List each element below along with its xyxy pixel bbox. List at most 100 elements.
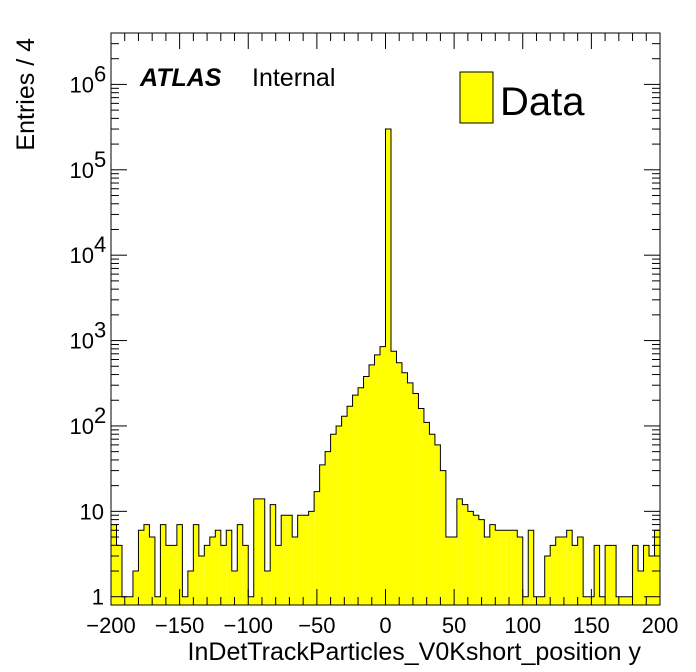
histogram-bar — [215, 530, 221, 605]
histogram-bar — [594, 545, 600, 605]
histogram-bar — [412, 393, 419, 605]
y-tick-exponent: 5 — [94, 147, 106, 172]
histogram-bar — [627, 596, 633, 605]
histogram-bar — [220, 545, 227, 605]
histogram-bar — [621, 596, 628, 605]
histogram-bar — [363, 376, 370, 605]
histogram-bar — [270, 504, 276, 605]
y-tick-exponent: 6 — [94, 61, 106, 86]
histogram-bar — [187, 571, 194, 605]
histogram-bar — [528, 530, 534, 605]
histogram-bar — [423, 422, 430, 605]
histogram-bar — [583, 596, 589, 605]
histogram-bar — [308, 511, 315, 605]
atlas-status-label: Internal — [252, 64, 335, 92]
histogram-bar — [336, 425, 342, 605]
histogram-bar — [231, 571, 238, 605]
histogram-bar — [638, 571, 644, 605]
y-axis-title: Entries / 4 — [12, 38, 40, 151]
histogram-bar — [401, 372, 408, 605]
histogram-bar — [330, 434, 337, 605]
histogram-bar — [319, 464, 326, 605]
x-tick-label: −50 — [298, 613, 335, 638]
legend-label-data: Data — [500, 80, 585, 124]
histogram-bar — [517, 537, 523, 605]
histogram-bar — [511, 530, 518, 605]
histogram-bar — [396, 362, 402, 605]
histogram-bar — [275, 545, 282, 605]
y-tick-label: 10 — [70, 243, 94, 268]
histogram-bar — [259, 498, 265, 605]
histogram-bar — [127, 596, 133, 605]
y-tick-label: 10 — [70, 414, 94, 439]
x-tick-label: −200 — [86, 613, 136, 638]
histogram-bar — [489, 524, 496, 605]
histogram-bar — [418, 408, 424, 605]
histogram-bar — [165, 545, 172, 605]
histogram-bar — [495, 530, 501, 605]
histogram-bar — [297, 515, 304, 605]
histogram-bar — [314, 491, 320, 605]
y-tick-label: 1 — [92, 585, 104, 610]
histogram-bar — [390, 351, 397, 605]
histogram-bar — [303, 515, 309, 605]
histogram-bar — [358, 387, 364, 605]
histogram-bar — [451, 537, 457, 605]
histogram-bar — [369, 364, 375, 605]
histogram-bar — [500, 530, 507, 605]
x-axis-title: InDetTrackParticles_V0Kshort_position y — [188, 638, 642, 666]
histogram-bar — [539, 596, 545, 605]
histogram-bar — [599, 596, 606, 605]
histogram-bar — [566, 530, 573, 605]
histogram-bar — [182, 596, 188, 605]
histogram-bar — [292, 537, 298, 605]
histogram-bar — [198, 555, 205, 605]
histogram-bar — [193, 524, 199, 605]
histogram-bar — [522, 596, 529, 605]
histogram-bar — [154, 596, 161, 605]
histogram-bar — [237, 524, 243, 605]
histogram-bar — [347, 406, 353, 605]
histogram-bar — [253, 498, 260, 605]
histogram-bar — [111, 524, 117, 605]
histogram-bar — [374, 354, 381, 605]
histogram-bar — [434, 444, 441, 605]
histogram-bar — [281, 515, 287, 605]
histogram-bar — [264, 571, 271, 605]
histogram-bar — [605, 545, 611, 605]
histogram-bar — [572, 545, 578, 605]
histogram-bar — [467, 511, 474, 605]
histogram-bar — [352, 395, 359, 605]
histogram-bar — [138, 530, 144, 605]
x-tick-label: −150 — [155, 613, 205, 638]
histogram-bar — [555, 537, 562, 605]
histogram-bar — [226, 530, 232, 605]
histogram-bar — [462, 504, 468, 605]
histogram-bar — [610, 545, 617, 605]
x-tick-label: 0 — [379, 613, 391, 638]
histogram-bar — [544, 555, 551, 605]
histogram-bar — [341, 416, 348, 605]
y-tick-label: 10 — [70, 72, 94, 97]
histogram-bar — [204, 545, 210, 605]
histogram-bar — [149, 537, 155, 605]
y-tick-label: 10 — [70, 329, 94, 354]
histogram-bar — [171, 545, 177, 605]
histogram-bar — [143, 524, 150, 605]
y-tick-exponent: 4 — [94, 232, 106, 257]
histogram-bar — [643, 545, 650, 605]
x-tick-label: 50 — [442, 613, 466, 638]
histogram-bar — [380, 346, 386, 605]
histogram-bar — [242, 545, 249, 605]
x-tick-label: 150 — [573, 613, 610, 638]
histogram-bar — [429, 434, 435, 605]
y-tick-exponent: 2 — [94, 403, 106, 428]
legend-swatch-data — [459, 71, 494, 124]
histogram-bar — [654, 530, 660, 605]
histogram-bar — [286, 515, 293, 605]
x-tick-label: 200 — [642, 613, 679, 638]
histogram-bar — [456, 498, 463, 605]
histogram-bars — [110, 128, 661, 605]
